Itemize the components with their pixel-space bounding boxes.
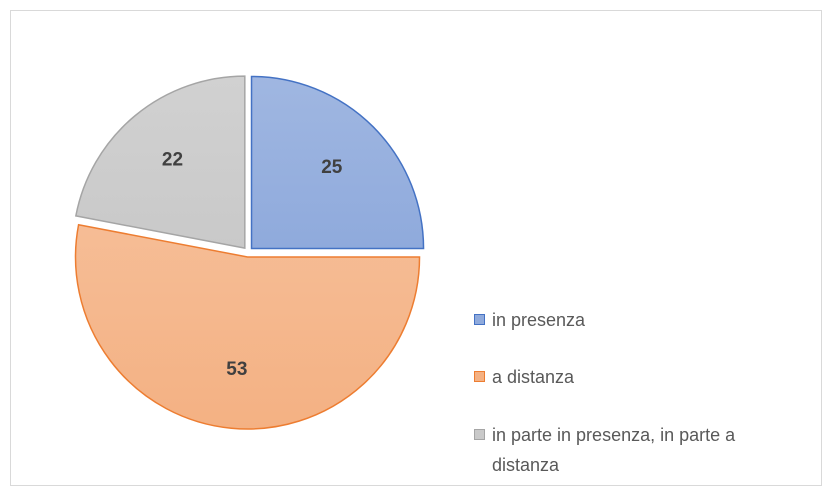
legend-entry: in parte in presenza, in parte a distanz… <box>474 420 792 480</box>
legend-swatch <box>474 371 485 382</box>
legend-label: a distanza <box>492 367 575 387</box>
legend-swatch <box>474 429 485 440</box>
data-label: 22 <box>162 150 183 171</box>
pie-slice <box>250 75 425 250</box>
legend-entry: a distanza <box>474 362 792 392</box>
legend-label: in parte in presenza, in parte a distanz… <box>492 425 736 475</box>
legend-label: in presenza <box>492 310 586 330</box>
pie-slice <box>74 75 246 250</box>
legend-entry: in presenza <box>474 305 792 335</box>
data-label: 53 <box>226 359 247 380</box>
data-label: 25 <box>321 157 343 178</box>
legend-swatch <box>474 314 485 325</box>
pie-slice <box>74 223 421 430</box>
